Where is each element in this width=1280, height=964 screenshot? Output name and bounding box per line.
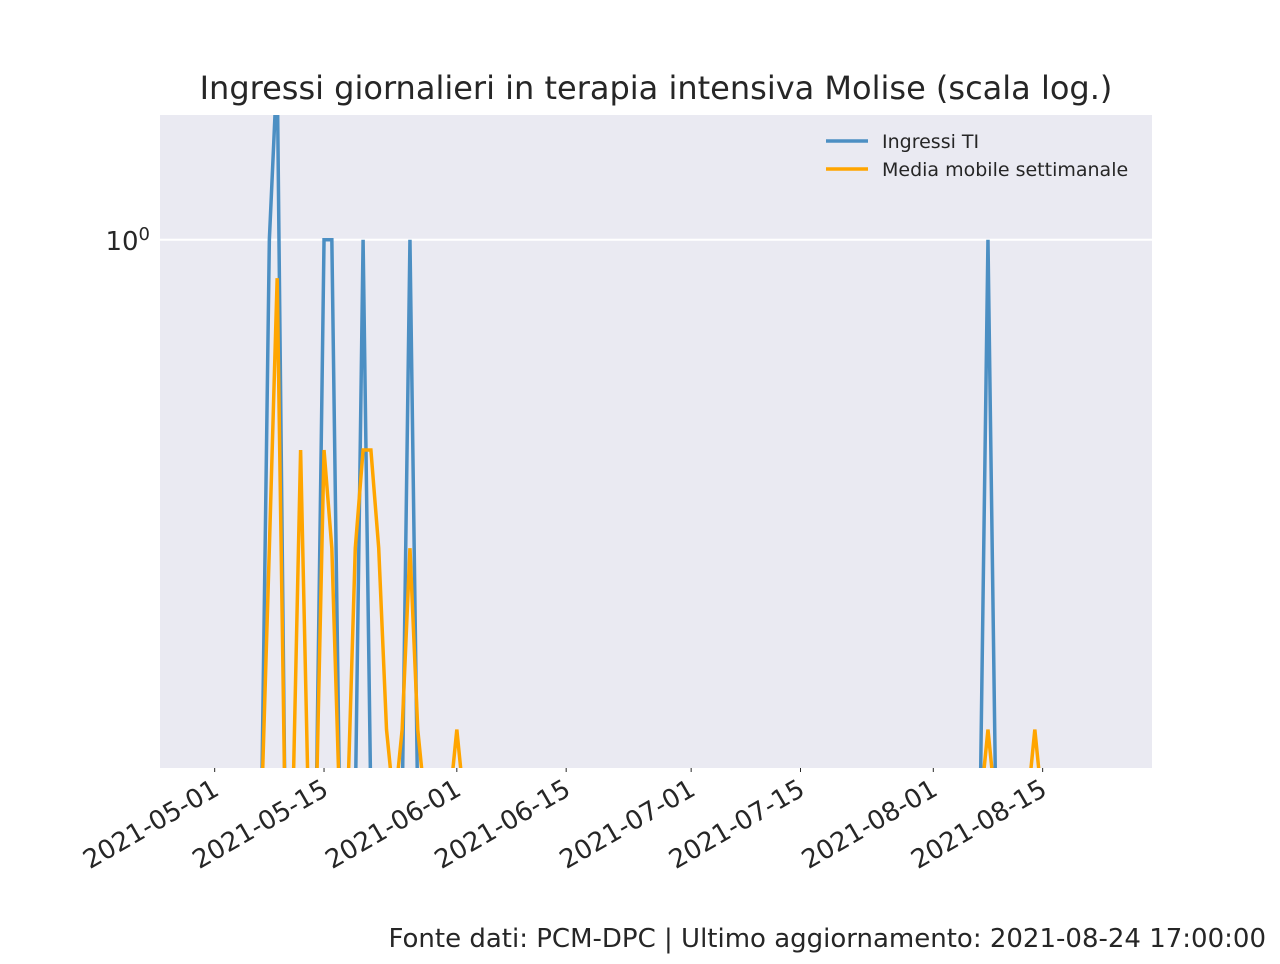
y-tick-label: 100: [105, 224, 150, 257]
footer-source: Fonte dati: PCM-DPC | Ultimo aggiornamen…: [388, 924, 1267, 954]
plot-background: [160, 115, 1152, 768]
legend-label: Media mobile settimanale: [882, 159, 1128, 181]
series-line-1: [260, 278, 1041, 768]
chart-title: Ingressi giornalieri in terapia intensiv…: [200, 69, 1113, 107]
legend-label: Ingressi TI: [882, 131, 979, 153]
